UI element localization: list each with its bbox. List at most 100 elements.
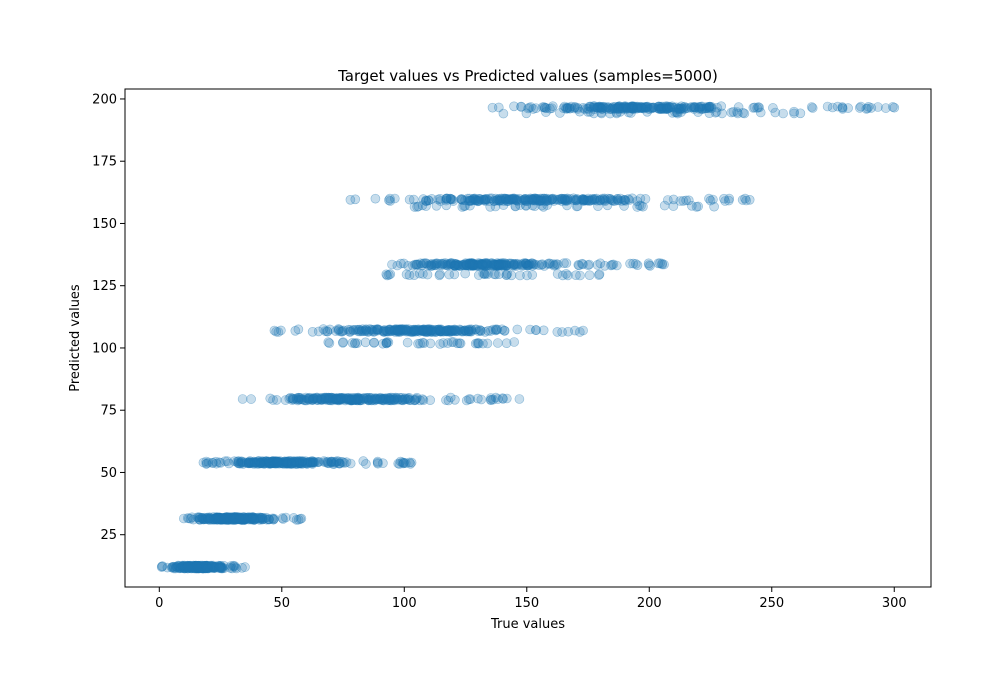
data-point	[353, 392, 363, 403]
data-point	[228, 513, 238, 524]
data-point	[343, 394, 354, 404]
data-point	[357, 326, 368, 337]
data-point	[319, 457, 330, 468]
data-point	[269, 513, 279, 524]
data-point	[456, 194, 467, 205]
data-point	[562, 103, 573, 113]
data-point	[599, 260, 610, 271]
data-point	[203, 561, 213, 572]
data-point	[269, 457, 279, 468]
data-point	[288, 513, 299, 523]
data-point	[356, 393, 366, 404]
data-point	[237, 513, 248, 524]
data-point	[191, 561, 201, 571]
data-point	[435, 326, 446, 337]
data-point	[445, 392, 456, 403]
data-point	[248, 457, 258, 468]
data-point	[448, 325, 459, 336]
data-point	[536, 196, 546, 206]
data-point	[229, 512, 240, 523]
data-point	[528, 258, 538, 269]
data-point	[230, 513, 240, 524]
data-point	[623, 103, 633, 113]
data-point	[468, 194, 479, 204]
data-point	[421, 195, 431, 206]
data-point	[319, 392, 330, 403]
data-point	[569, 103, 579, 114]
data-point	[412, 326, 422, 336]
data-point	[682, 103, 693, 113]
data-point	[333, 324, 344, 334]
data-point	[194, 561, 205, 572]
data-point	[279, 459, 289, 469]
data-point	[601, 104, 612, 114]
data-point	[390, 325, 400, 336]
data-point	[302, 457, 313, 468]
data-point	[394, 324, 405, 335]
data-point	[308, 457, 318, 467]
data-point	[465, 259, 476, 270]
data-point	[539, 102, 549, 112]
data-point	[694, 102, 705, 112]
data-point	[283, 458, 293, 469]
data-point	[192, 562, 203, 573]
data-point	[352, 324, 363, 335]
data-point	[597, 193, 608, 204]
data-point	[526, 258, 537, 269]
data-point	[295, 458, 306, 469]
data-point	[658, 104, 669, 114]
data-point	[468, 194, 479, 204]
data-point	[585, 195, 596, 206]
data-point	[268, 457, 279, 468]
data-point	[316, 395, 327, 405]
data-point	[193, 562, 204, 573]
data-point	[472, 260, 483, 271]
data-point	[254, 456, 264, 466]
data-point	[268, 456, 279, 467]
data-point	[599, 193, 610, 204]
data-point	[175, 562, 185, 573]
data-point	[297, 458, 308, 469]
data-point	[443, 325, 454, 336]
data-point	[529, 194, 539, 204]
data-point	[233, 456, 244, 467]
data-point	[194, 560, 204, 571]
data-point	[518, 260, 529, 271]
data-point	[208, 514, 219, 525]
data-point	[272, 457, 283, 468]
data-point	[268, 514, 279, 525]
data-point	[269, 325, 280, 336]
data-point	[371, 393, 382, 404]
data-point	[464, 259, 475, 269]
data-point	[208, 561, 219, 572]
data-point	[507, 194, 517, 204]
data-point	[250, 457, 260, 468]
data-point	[572, 201, 583, 211]
data-point	[232, 512, 242, 522]
data-point	[655, 104, 666, 114]
data-point	[173, 561, 184, 571]
data-point	[583, 193, 594, 204]
data-point	[243, 458, 254, 468]
data-point	[576, 195, 587, 205]
data-point	[479, 269, 490, 279]
data-point	[645, 260, 655, 271]
data-point	[532, 194, 543, 204]
data-point	[449, 260, 460, 271]
data-point	[185, 563, 195, 573]
data-point	[259, 459, 270, 469]
data-point	[655, 258, 665, 269]
data-point	[274, 457, 284, 467]
data-point	[346, 394, 356, 405]
data-point	[184, 563, 195, 573]
data-point	[380, 394, 390, 404]
data-point	[473, 260, 484, 271]
data-point	[479, 260, 490, 271]
data-point	[389, 394, 399, 405]
data-point	[169, 563, 179, 574]
data-point	[625, 102, 636, 113]
data-point	[353, 394, 364, 404]
data-point	[289, 457, 300, 468]
data-point	[496, 259, 507, 270]
data-point	[178, 563, 188, 574]
